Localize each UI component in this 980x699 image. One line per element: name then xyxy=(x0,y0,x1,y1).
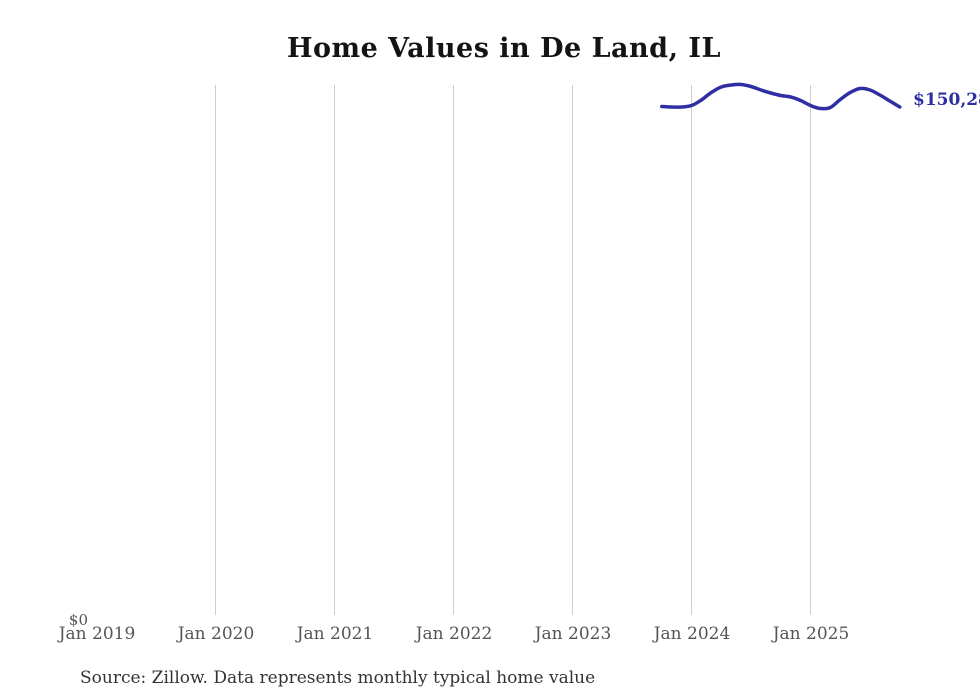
home-value-line xyxy=(660,82,902,111)
x-tick-jan-2025: Jan 2025 xyxy=(772,624,850,644)
x-tick-jan-2022: Jan 2022 xyxy=(415,624,493,644)
x-tick-jan-2019: Jan 2019 xyxy=(58,624,136,644)
chart-title: Home Values in De Land, IL xyxy=(287,33,721,64)
x-tick-jan-2024: Jan 2024 xyxy=(653,624,731,644)
x-tick-jan-2021: Jan 2021 xyxy=(296,624,374,644)
x-tick-jan-2023: Jan 2023 xyxy=(534,624,612,644)
y-axis-tick-zero: $0 xyxy=(68,611,88,629)
x-tick-jan-2020: Jan 2020 xyxy=(177,624,255,644)
source-note: Source: Zillow. Data represents monthly … xyxy=(80,668,596,688)
series-end-value-label: $150,288 xyxy=(913,90,980,110)
